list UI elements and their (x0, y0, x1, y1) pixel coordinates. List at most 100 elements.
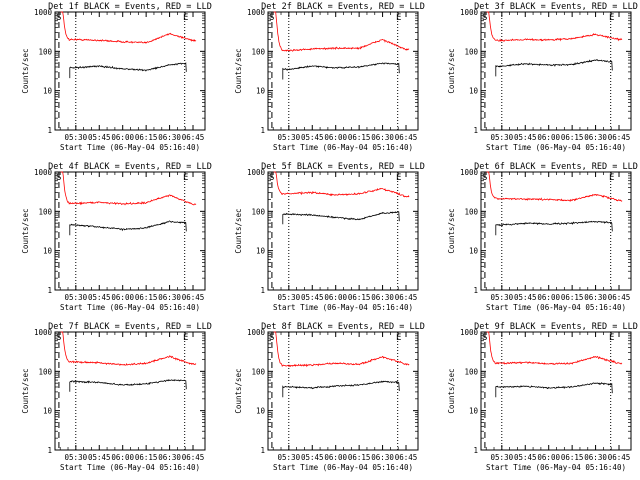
y-axis-label: Counts/sec (234, 208, 243, 253)
detector-panel-5: Det 5f BLACK = Events, RED = LLD 1 10 100 10… (234, 162, 425, 312)
end-marker: E (183, 173, 188, 183)
x-tick-label: 06:15 (348, 133, 371, 142)
events-line (69, 220, 187, 236)
panel-title: Det 8f BLACK = Events, RED = LLD (261, 322, 425, 332)
end-marker: E (396, 13, 401, 23)
end-marker: E (609, 13, 614, 23)
x-tick-label: 06:15 (135, 453, 158, 462)
panel-title: Det 5f BLACK = Events, RED = LLD (261, 162, 425, 172)
x-tick-label: 05:45 (514, 453, 537, 462)
x-tick-label: 06:30 (371, 293, 394, 302)
end-marker: E (183, 13, 188, 23)
x-tick-label: 06:30 (158, 133, 181, 142)
y-axis-label: Counts/sec (234, 48, 243, 93)
y-axis-label: Counts/sec (21, 208, 30, 253)
detector-panel-3: Det 3f BLACK = Events, RED = LLD 1 10 100 10… (447, 2, 638, 152)
y-tick-label: 100 (464, 207, 478, 216)
lld-line (486, 171, 623, 203)
y-tick-label: 100 (38, 207, 52, 216)
y-tick-label: 100 (251, 47, 265, 56)
x-tick-label: 05:45 (301, 293, 324, 302)
lld-line (486, 331, 623, 365)
x-axis-label: Start Time (06-May-04 05:16:40) (486, 143, 626, 152)
y-tick-label: 1000 (247, 168, 266, 177)
y-tick-label: 1 (47, 446, 52, 455)
plot-frame (480, 171, 632, 291)
x-axis-label: Start Time (06-May-04 05:16:40) (60, 463, 200, 472)
x-tick-label: 05:45 (88, 133, 111, 142)
x-axis-label: Start Time (06-May-04 05:16:40) (60, 303, 200, 312)
x-tick-label: 06:30 (584, 133, 607, 142)
x-tick-label: 06:15 (561, 133, 584, 142)
x-tick-label: 05:30 (65, 133, 88, 142)
x-tick-label: 06:15 (135, 293, 158, 302)
x-tick-label: 06:30 (158, 293, 181, 302)
x-tick-label: 06:45 (182, 133, 205, 142)
x-tick-label: 06:45 (608, 133, 631, 142)
x-tick-label: 06:45 (608, 293, 631, 302)
plot-frame (54, 171, 206, 291)
plot-frame (480, 11, 632, 131)
y-tick-label: 1 (260, 286, 265, 295)
lld-line (60, 11, 197, 44)
x-tick-label: 05:30 (491, 133, 514, 142)
events-line (282, 62, 400, 80)
x-tick-label: 05:45 (514, 133, 537, 142)
detector-panel-8: Det 8f BLACK = Events, RED = LLD 1 10 100 10… (234, 322, 425, 472)
panel-title: Det 2f BLACK = Events, RED = LLD (261, 2, 425, 12)
x-tick-label: 06:45 (182, 453, 205, 462)
y-tick-label: 1 (47, 126, 52, 135)
y-axis-label: Counts/sec (447, 368, 456, 413)
x-tick-label: 06:00 (324, 133, 347, 142)
x-tick-label: 05:45 (88, 293, 111, 302)
events-line (282, 380, 400, 398)
lld-line (60, 171, 197, 206)
plot-frame (267, 331, 419, 451)
x-tick-label: 06:00 (111, 293, 134, 302)
y-axis-label: Counts/sec (447, 208, 456, 253)
y-tick-label: 10 (43, 87, 53, 96)
y-tick-label: 1 (473, 446, 478, 455)
detector-panel-7: Det 7f BLACK = Events, RED = LLD 1 10 100 10… (21, 322, 212, 472)
detector-panel-6: Det 6f BLACK = Events, RED = LLD 1 10 100 10… (447, 162, 638, 312)
x-tick-label: 06:30 (371, 133, 394, 142)
y-tick-label: 10 (43, 247, 53, 256)
detector-panel-9: Det 9f BLACK = Events, RED = LLD 1 10 100 10… (447, 322, 638, 472)
x-tick-label: 06:30 (158, 453, 181, 462)
lld-line (273, 11, 410, 52)
x-tick-label: 06:00 (111, 133, 134, 142)
plot-frame (54, 11, 206, 131)
y-axis-label: Counts/sec (21, 368, 30, 413)
plot-frame (267, 171, 419, 291)
x-tick-label: 05:30 (65, 293, 88, 302)
detector-panel-2: Det 2f BLACK = Events, RED = LLD 1 10 100 10… (234, 2, 425, 152)
x-axis-label: Start Time (06-May-04 05:16:40) (486, 303, 626, 312)
events-line (282, 211, 400, 225)
y-tick-label: 100 (464, 47, 478, 56)
y-tick-label: 1 (260, 126, 265, 135)
y-tick-label: 1000 (247, 8, 266, 17)
y-tick-label: 1000 (460, 328, 479, 337)
y-tick-label: 1000 (460, 8, 479, 17)
events-line (69, 62, 187, 79)
plot-frame (267, 11, 419, 131)
x-axis-label: Start Time (06-May-04 05:16:40) (273, 143, 413, 152)
x-tick-label: 06:45 (395, 133, 418, 142)
x-tick-label: 06:15 (348, 453, 371, 462)
panel-title: Det 6f BLACK = Events, RED = LLD (474, 162, 638, 172)
x-tick-label: 06:00 (111, 453, 134, 462)
plot-frame (480, 331, 632, 451)
x-tick-label: 06:15 (561, 293, 584, 302)
x-axis-label: Start Time (06-May-04 05:16:40) (273, 463, 413, 472)
panel-title: Det 3f BLACK = Events, RED = LLD (474, 2, 638, 12)
panel-title: Det 9f BLACK = Events, RED = LLD (474, 322, 638, 332)
x-tick-label: 06:00 (537, 133, 560, 142)
detector-panel-1: Det 1f BLACK = Events, RED = LLD 1 10 100 10… (21, 2, 212, 152)
lld-line (273, 331, 410, 368)
x-tick-label: 05:45 (88, 453, 111, 462)
x-axis-label: Start Time (06-May-04 05:16:40) (273, 303, 413, 312)
x-tick-label: 05:30 (491, 453, 514, 462)
y-tick-label: 1 (47, 286, 52, 295)
y-tick-label: 1000 (34, 168, 53, 177)
x-tick-label: 06:00 (324, 293, 347, 302)
